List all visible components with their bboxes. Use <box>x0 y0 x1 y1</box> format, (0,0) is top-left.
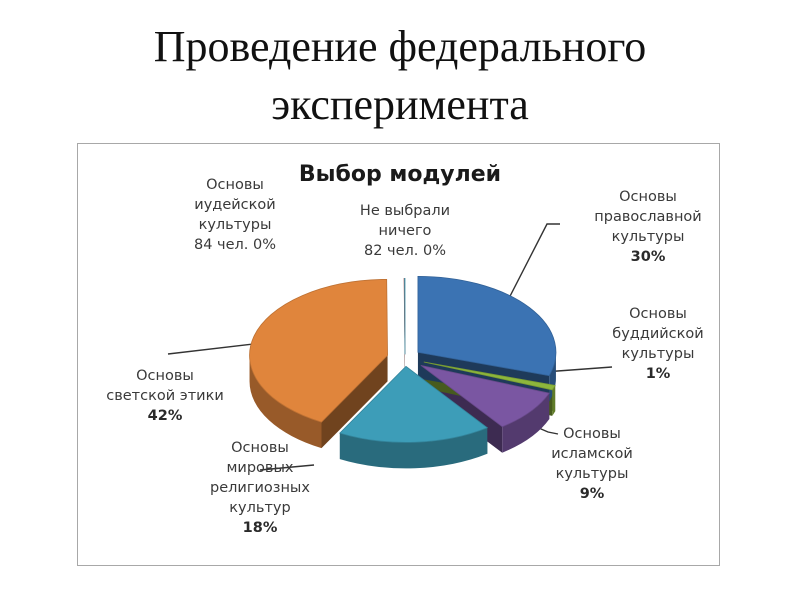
chart-title: Выбор модулей <box>298 162 502 187</box>
pie-slice-buddhist <box>423 361 556 391</box>
slice-value-islamic: 9% <box>579 486 605 502</box>
slide-title-line-2: эксперимента <box>271 80 529 129</box>
pie-slice-secular <box>249 278 388 423</box>
slice-value-jewish: 84 чел. 0% <box>193 237 277 253</box>
slice-label-islamic: Основы исламской культуры 9% <box>522 424 662 504</box>
slice-value-world-religions: 18% <box>242 520 278 536</box>
pie-slice-side-secular <box>249 355 322 449</box>
slice-value-secular: 42% <box>147 408 183 424</box>
leader-line-orthodox <box>504 223 560 307</box>
pie-slice-side-world_religions <box>339 427 488 469</box>
slice-value-buddhist: 1% <box>645 366 671 382</box>
pie-slice-world_religions <box>339 365 489 443</box>
slice-label-none: Не выбрали ничего 82 чел. 0% <box>330 201 480 261</box>
pie-tops <box>249 275 557 443</box>
leader-line-world_religions <box>259 464 315 471</box>
slide-title: Проведение федерального эксперимента <box>0 18 800 134</box>
slice-label-secular: Основы светской этики 42% <box>85 366 245 426</box>
slice-label-jewish: Основы иудейской культуры 84 чел. 0% <box>150 175 320 255</box>
slide-title-line-1: Проведение федерального <box>153 22 647 71</box>
chart-frame <box>77 143 720 566</box>
slice-label-buddhist: Основы буддийской культуры 1% <box>598 304 718 384</box>
pie-slice-side-islamic <box>502 393 550 453</box>
pie-slice-side-buddhist <box>552 385 556 416</box>
slice-label-world-religions: Основы мировых религиозных культур 18% <box>180 438 340 538</box>
slice-value-orthodox: 30% <box>630 249 666 265</box>
slice-label-orthodox: Основы православной культуры 30% <box>568 187 728 267</box>
pie-slice-cut-secular-0 <box>321 355 388 449</box>
slice-value-none: 82 чел. 0% <box>363 243 447 259</box>
pie-slice-orthodox <box>417 275 557 377</box>
pie-slice-islamic <box>420 364 550 428</box>
